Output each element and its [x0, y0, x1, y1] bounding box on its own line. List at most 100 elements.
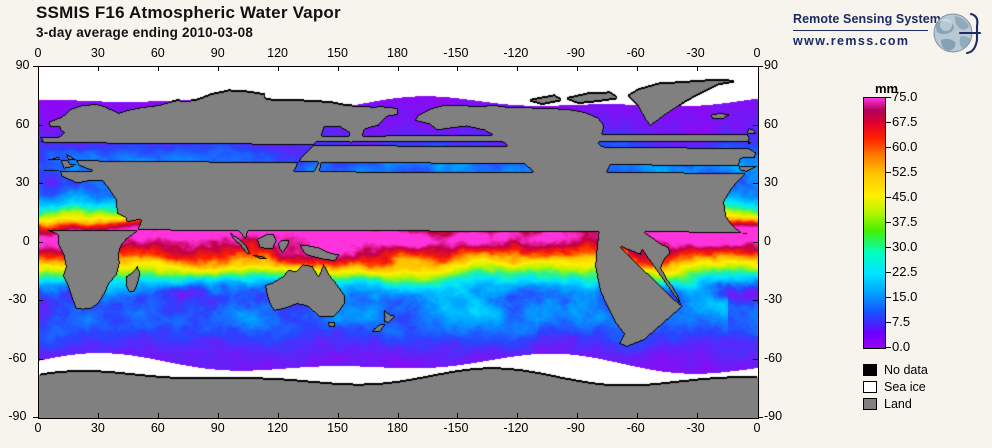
map-raster — [39, 67, 758, 418]
x-tick-label-top: 120 — [267, 46, 289, 60]
colorbar-tick — [885, 197, 891, 198]
y-tick-label-right: 0 — [764, 233, 771, 248]
colorbar-tick — [885, 272, 891, 273]
logo-organization: Remote Sensing Systems — [793, 12, 949, 26]
colorbar-tick-label: 15.0 — [892, 289, 918, 304]
legend-label-no-data: No data — [884, 362, 928, 377]
axis-tick — [753, 358, 758, 360]
axis-tick — [637, 413, 639, 418]
page-title: SSMIS F16 Atmospheric Water Vapor — [36, 3, 341, 22]
x-tick-label-top: -90 — [566, 46, 585, 60]
axis-tick — [753, 241, 758, 243]
colorbar-tick-label: 45.0 — [892, 189, 918, 204]
x-tick-label-bottom: -90 — [566, 421, 585, 435]
x-tick-label-bottom: -120 — [503, 421, 529, 435]
colorbar-tick — [885, 172, 891, 173]
remss-logo[interactable]: Remote Sensing Systems www.remss.com — [793, 12, 983, 60]
y-tick-label-right: -60 — [764, 350, 783, 365]
colorbar-tick — [885, 247, 891, 248]
colorbar-tick-label: 30.0 — [892, 239, 918, 254]
x-tick-label-top: -150 — [443, 46, 469, 60]
x-tick-label-bottom: 60 — [150, 421, 165, 435]
legend-item-land: Land — [863, 395, 928, 412]
colorbar-tick-label: 37.5 — [892, 214, 918, 229]
axis-tick — [397, 66, 399, 71]
colorbar-tick — [885, 222, 891, 223]
axis-tick — [38, 124, 43, 126]
axis-tick — [38, 241, 43, 243]
y-tick-label-left: 30 — [15, 175, 30, 189]
axis-tick — [753, 300, 758, 301]
y-tick-label-right: 30 — [764, 175, 778, 189]
colorbar-tick-label: 67.5 — [892, 114, 918, 129]
x-tick-label-top: -30 — [686, 46, 705, 60]
globe-icon — [933, 12, 982, 55]
x-tick-label-top: 180 — [387, 46, 408, 60]
colorbar-tick-label: 52.5 — [892, 164, 918, 179]
axis-tick — [97, 413, 99, 418]
x-tick-label-bottom: -150 — [443, 421, 469, 435]
x-tick-label-top: 150 — [327, 46, 348, 60]
x-tick-label-bottom: 90 — [210, 421, 225, 435]
legend-label-sea-ice: Sea ice — [884, 379, 926, 394]
map-legend: No data Sea ice Land — [863, 361, 928, 412]
axis-tick — [517, 413, 519, 418]
colorbar-gradient — [864, 98, 885, 348]
axis-tick — [517, 66, 519, 71]
axis-tick — [38, 358, 43, 360]
axis-tick — [758, 417, 763, 418]
axis-tick — [577, 66, 579, 71]
y-tick-label-right: -30 — [764, 292, 783, 306]
axis-tick — [217, 66, 219, 71]
colorbar-tick-label: 0.0 — [892, 339, 911, 354]
legend-item-no-data: No data — [863, 361, 928, 378]
legend-swatch-no-data — [863, 363, 877, 376]
axis-tick — [577, 413, 579, 418]
legend-swatch-sea-ice — [863, 380, 877, 393]
colorbar[interactable] — [863, 97, 886, 349]
axis-tick — [753, 183, 758, 184]
x-tick-label-bottom: 120 — [267, 421, 289, 435]
axis-tick — [157, 66, 159, 71]
axis-tick — [33, 66, 38, 67]
y-tick-label-left: 60 — [15, 116, 30, 131]
water-vapor-map[interactable] — [38, 66, 759, 419]
colorbar-tick-label: 7.5 — [892, 314, 911, 329]
colorbar-tick — [885, 347, 891, 348]
x-tick-label-top: 60 — [150, 46, 165, 60]
axis-tick — [277, 66, 279, 71]
y-tick-label-left: -30 — [8, 292, 27, 306]
x-tick-label-top: 0 — [34, 46, 42, 60]
axis-tick — [337, 66, 339, 71]
legend-label-land: Land — [884, 396, 912, 411]
y-tick-label-left: 0 — [22, 233, 30, 248]
y-tick-label-right: 60 — [764, 116, 778, 131]
x-tick-label-bottom: 0 — [34, 421, 42, 435]
colorbar-tick-label: 75.0 — [892, 89, 918, 104]
logo-divider — [793, 30, 928, 31]
x-tick-label-top: 30 — [90, 46, 105, 60]
x-tick-label-top: -60 — [626, 46, 645, 60]
x-tick-label-bottom: 180 — [387, 421, 408, 435]
x-tick-label-bottom: -60 — [626, 421, 645, 435]
axis-tick — [637, 66, 639, 71]
colorbar-tick-label: 60.0 — [892, 139, 918, 154]
axis-tick — [457, 66, 459, 71]
axis-tick — [217, 413, 219, 418]
y-tick-label-left: -90 — [8, 409, 27, 423]
x-tick-label-bottom: 0 — [753, 421, 761, 435]
colorbar-tick-label: 22.5 — [892, 264, 918, 279]
colorbar-tick — [885, 147, 891, 148]
axis-tick — [753, 124, 758, 126]
y-tick-label-left: -60 — [8, 350, 27, 365]
legend-swatch-land — [863, 397, 877, 410]
x-tick-label-top: -120 — [503, 46, 529, 60]
x-tick-label-bottom: 30 — [90, 421, 105, 435]
colorbar-tick — [885, 97, 891, 98]
axis-tick — [397, 413, 399, 418]
colorbar-tick — [885, 297, 891, 298]
colorbar-tick — [885, 322, 891, 323]
axis-tick — [337, 413, 339, 418]
colorbar-tick — [885, 122, 891, 123]
axis-tick — [157, 413, 159, 418]
